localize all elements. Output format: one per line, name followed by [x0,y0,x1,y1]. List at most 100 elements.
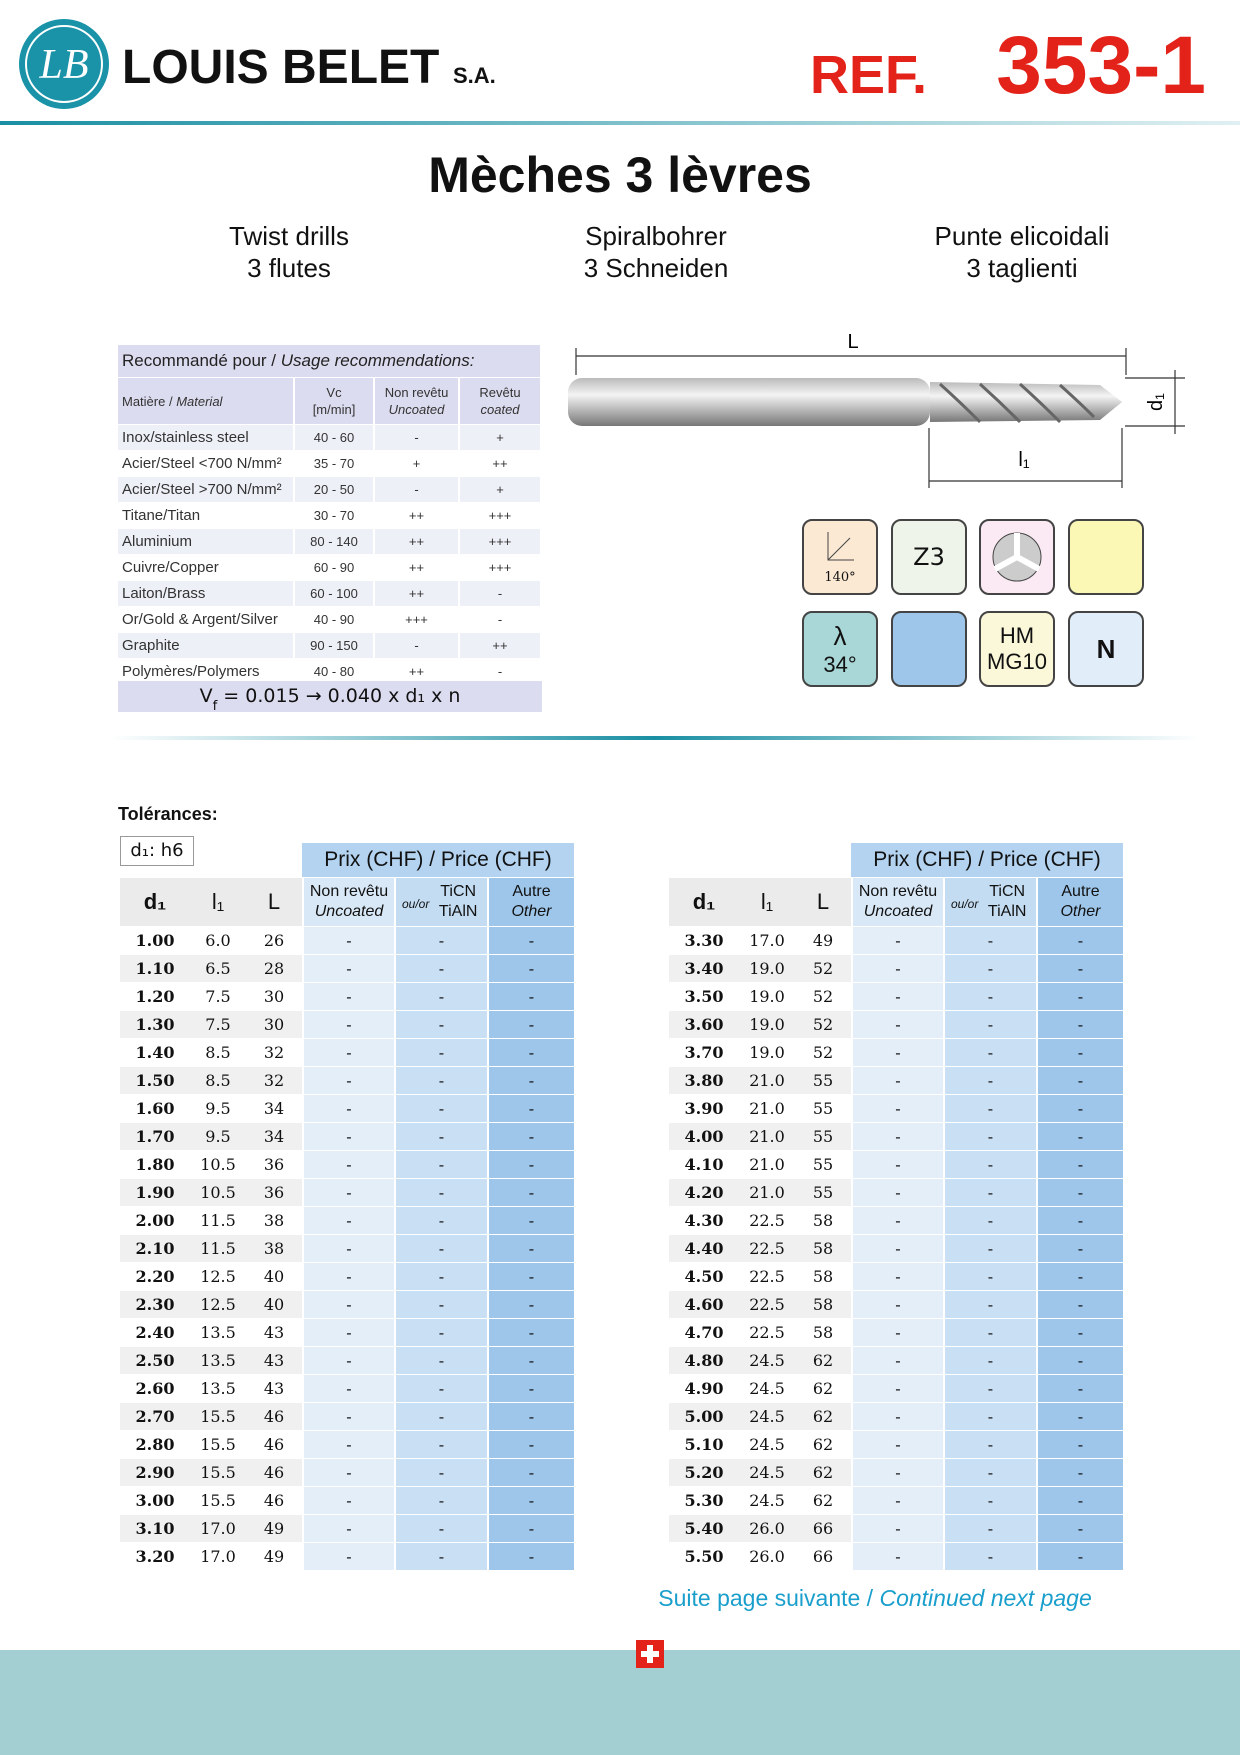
price-cell: 52 [795,1011,851,1039]
price-cell: - [302,1151,394,1179]
blank [120,843,302,878]
coated: TiCN TiAlN [439,882,478,922]
rec-cell: Inox/stainless steel [118,425,293,451]
price-cell: 15.5 [190,1459,246,1487]
price-cell: - [943,1291,1036,1319]
price-cell: 4.80 [669,1347,739,1375]
price-cell: 21.0 [739,1095,795,1123]
price-cell: 3.30 [669,927,739,955]
price-cell: - [394,1263,487,1291]
price-row: 1.70 9.5 34- - - [120,1123,574,1151]
swiss-flag [636,1640,664,1668]
price-cell: - [1036,1235,1123,1263]
shank [568,378,930,426]
logo-ring [25,25,103,103]
or: ou/or [951,897,979,911]
price-cell: - [1036,1207,1123,1235]
price-cell: 4.20 [669,1179,739,1207]
type-icon: N [1068,611,1144,687]
price-cell: - [394,1067,487,1095]
price-cell: 22.5 [739,1207,795,1235]
price-cell: - [302,1347,394,1375]
price-cell: - [1036,1515,1123,1543]
price-cell: 43 [246,1319,302,1347]
price-cell: - [943,1431,1036,1459]
point-angle-icon: 140° [802,519,878,595]
price-row: 2.50 13.5 43- - - [120,1347,574,1375]
price-cell: - [487,927,574,955]
price-cell: 3.50 [669,983,739,1011]
price-cell: - [943,1151,1036,1179]
price-cell: - [302,1375,394,1403]
length-label: L [847,331,858,353]
price-cell: 4.50 [669,1263,739,1291]
price-row: 4.50 22.5 58- - - [669,1263,1123,1291]
price-cell: 13.5 [190,1375,246,1403]
price-cell: - [394,1011,487,1039]
rec-col-header: Revêtu coated [458,378,541,425]
subtitle: Punte elicoidali 3 taglienti [872,220,1172,284]
rec-cell: - [458,607,541,633]
price-heading: Prix (CHF) / Price (CHF) [851,843,1123,878]
rec-cell: Acier/Steel <700 N/mm² [118,451,293,477]
material-1: HM [999,623,1035,648]
subtitle-line: 3 taglienti [966,253,1078,283]
price-body: Prix (CHF) / Price (CHF) d₁ l₁ L Non revêtu U… [669,843,1123,1571]
price-row: 2.30 12.5 40- - - [120,1291,574,1319]
price-cell: 22.5 [739,1235,795,1263]
price-cell: - [943,1515,1036,1543]
price-cell: - [302,1319,394,1347]
rec-heading: Recommandé pour / Usage recommendations: [118,345,541,378]
price-cell: 46 [246,1487,302,1515]
rec-cell: ++ [373,529,458,555]
price-cell: 30 [246,1011,302,1039]
price-cell: - [943,1095,1036,1123]
price-row: 2.00 11.5 38- - - [120,1207,574,1235]
continued-en: Continued next page [879,1585,1092,1611]
price-cell: - [487,1543,574,1571]
price-cell: 36 [246,1151,302,1179]
price-row: 2.40 13.5 43- - - [120,1319,574,1347]
price-cell: - [1036,1291,1123,1319]
price-cell: 7.5 [190,1011,246,1039]
price-cell: - [851,1011,943,1039]
rec-cell: Or/Gold & Argent/Silver [118,607,293,633]
logo-text: LB [38,42,88,88]
price-cell: - [394,1235,487,1263]
price-cell: 4.70 [669,1319,739,1347]
price-row: 4.70 22.5 58- - - [669,1319,1123,1347]
rec-row: Cuivre/Copper 60 - 90 ++ +++ [118,555,541,581]
price-cell: 66 [795,1543,851,1571]
cross-section-icon [979,519,1055,595]
price-cell: 2.40 [120,1319,190,1347]
price-cell: - [302,1403,394,1431]
price-cell: 22.5 [739,1291,795,1319]
price-cell: 22.5 [739,1319,795,1347]
price-cell: 3.10 [120,1515,190,1543]
price-row: 4.80 24.5 62- - - [669,1347,1123,1375]
price-cell: - [943,983,1036,1011]
flutes [930,382,1122,422]
price-row: 3.60 19.0 52- - - [669,1011,1123,1039]
price-cell: 2.60 [120,1375,190,1403]
price-cell: 52 [795,1039,851,1067]
price-row: 3.50 19.0 52- - - [669,983,1123,1011]
price-cell: - [943,1375,1036,1403]
uncoated-en: Uncoated [863,903,933,920]
price-cell: 62 [795,1487,851,1515]
price-cell: 1.70 [120,1123,190,1151]
price-cell: 1.50 [120,1067,190,1095]
other-fr: Autre [512,883,551,900]
rec-cell: Titane/Titan [118,503,293,529]
price-cell: 10.5 [190,1151,246,1179]
continued-fr: Suite page suivante / [658,1585,874,1611]
rec-cell: 40 - 90 [293,607,373,633]
col-en: Material [176,393,223,409]
price-row: 4.60 22.5 58- - - [669,1291,1123,1319]
price-cell: 2.10 [120,1235,190,1263]
price-cell: - [1036,927,1123,955]
price-row: 2.90 15.5 46- - - [120,1459,574,1487]
price-cell: 6.5 [190,955,246,983]
price-cell: 58 [795,1291,851,1319]
price-row: 1.40 8.5 32- - - [120,1039,574,1067]
